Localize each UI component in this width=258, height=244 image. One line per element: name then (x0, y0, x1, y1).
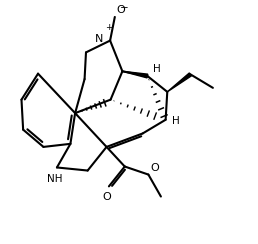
Text: O: O (117, 5, 125, 15)
Text: O: O (150, 163, 159, 173)
Polygon shape (167, 73, 191, 92)
Text: O: O (103, 192, 111, 202)
Text: NH: NH (47, 174, 63, 184)
Text: H: H (153, 64, 161, 74)
Text: H: H (172, 116, 179, 126)
Text: N: N (95, 34, 103, 44)
Text: −: − (120, 3, 129, 13)
Text: +: + (105, 23, 113, 32)
Polygon shape (122, 71, 148, 78)
